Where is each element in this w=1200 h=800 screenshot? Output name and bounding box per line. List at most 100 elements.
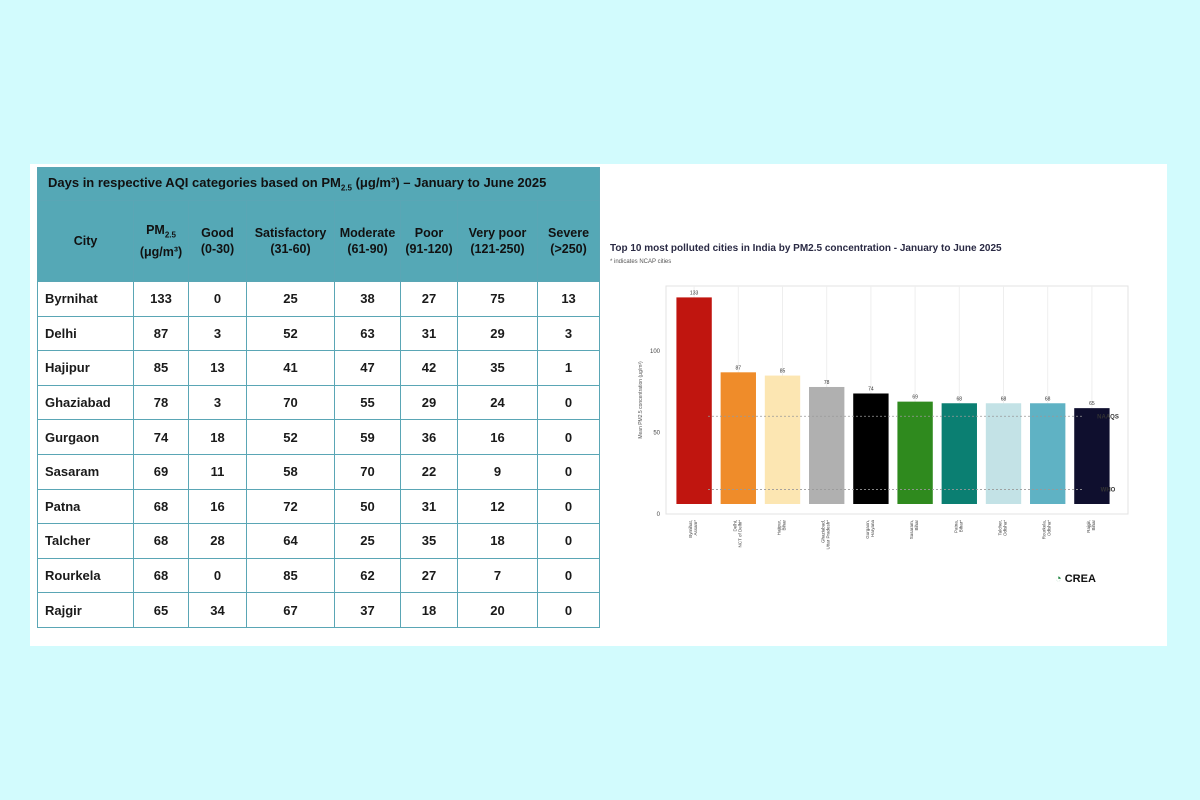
value-cell: 20: [457, 592, 538, 628]
y-axis-label: Mean PM2.5 concentration (μg/m³): [638, 361, 644, 439]
bar-value-label: 69: [912, 395, 918, 401]
value-cell: 62: [334, 557, 401, 594]
value-cell: 31: [400, 488, 458, 525]
value-cell: 47: [334, 350, 401, 386]
city-cell: Talcher: [37, 523, 134, 559]
value-cell: 9: [457, 453, 538, 490]
city-cell: Hajipur: [37, 350, 134, 386]
value-cell: 29: [457, 315, 538, 352]
value-cell: 0: [536, 384, 601, 421]
value-cell: 18: [457, 523, 538, 559]
table-header-row: City PM2.5 (μg/m³) Good (0-30) Satisfactory (3…: [37, 200, 601, 282]
column-header: Very poor (121-250): [457, 200, 538, 282]
city-cell: Ghaziabad: [37, 384, 134, 421]
table-row: Rourkela 68 0 85 62 27 7 0: [37, 557, 601, 594]
value-cell: 27: [400, 557, 458, 594]
chart-note: * indicates NCAP cities: [610, 259, 672, 265]
bar: [1074, 408, 1110, 504]
column-header: Satisfactory (31-60): [246, 200, 335, 282]
value-cell: 37: [334, 592, 401, 628]
crea-logo: ◔ CREA: [1055, 573, 1096, 585]
value-cell: 52: [246, 315, 335, 352]
value-cell: 68: [133, 523, 189, 559]
city-cell: Byrnihat: [37, 281, 134, 317]
value-cell: 34: [188, 592, 247, 628]
city-cell: Sasaram: [37, 453, 134, 490]
value-cell: 3: [188, 315, 247, 352]
x-category-label: Ghaziabad,Uttar Pradesh*: [821, 520, 831, 550]
reference-line-label: NAAQS: [1097, 414, 1119, 420]
column-header: Severe (>250): [536, 200, 601, 282]
bar-value-label: 133: [690, 290, 699, 296]
value-cell: 12: [457, 488, 538, 525]
bar-value-label: 78: [824, 380, 830, 386]
pm25-bar-chart: Mean PM2.5 concentration (μg/m³) 0 50 100 13…: [638, 285, 1129, 550]
column-header: Good (0-30): [188, 200, 247, 282]
value-cell: 55: [334, 384, 401, 421]
x-category-label: Talcher,Odisha*: [998, 520, 1008, 536]
value-cell: 74: [133, 419, 189, 455]
table-row: Sasaram 69 11 58 70 22 9 0: [37, 453, 601, 490]
value-cell: 133: [133, 281, 189, 317]
city-cell: Rajgir: [37, 592, 134, 628]
value-cell: 22: [400, 453, 458, 490]
x-category-label: Delhi,NCT of Delhi*: [732, 520, 742, 548]
column-header: Moderate (61-90): [334, 200, 401, 282]
value-cell: 41: [246, 350, 335, 386]
value-cell: 38: [334, 281, 401, 317]
value-cell: 25: [334, 523, 401, 559]
value-cell: 69: [133, 453, 189, 490]
value-cell: 64: [246, 523, 335, 559]
value-cell: 68: [133, 488, 189, 525]
city-cell: Gurgaon: [37, 419, 134, 455]
plot-frame: [665, 285, 1129, 515]
value-cell: 24: [457, 384, 538, 421]
x-category-label: Patna,Bihar*: [953, 520, 963, 533]
x-category-label: Rajgir,Bihar: [1086, 520, 1096, 533]
value-cell: 27: [400, 281, 458, 317]
bar: [897, 401, 933, 504]
value-cell: 0: [536, 557, 601, 594]
table-row: Patna 68 16 72 50 31 12 0: [37, 488, 601, 525]
value-cell: 85: [246, 557, 335, 594]
value-cell: 18: [188, 419, 247, 455]
bar: [941, 403, 977, 504]
value-cell: 85: [133, 350, 189, 386]
aqi-days-table: Days in respective AQI categories based …: [36, 167, 601, 628]
bar-value-label: 74: [868, 386, 874, 392]
bar: [676, 297, 712, 504]
table-body: Byrnihat 133 0 25 38 27 75 13 Delhi 87 3 52 63 31 29 3 H…: [37, 281, 601, 628]
x-category-label: Gurgaon,Haryana: [865, 520, 875, 539]
aqi-days-table-container: Days in respective AQI categories based …: [36, 167, 601, 628]
value-cell: 35: [400, 523, 458, 559]
value-cell: 58: [246, 453, 335, 490]
table-row: Rajgir 65 34 67 37 18 20 0: [37, 592, 601, 628]
value-cell: 70: [246, 384, 335, 421]
value-cell: 52: [246, 419, 335, 455]
value-cell: 68: [133, 557, 189, 594]
value-cell: 11: [188, 453, 247, 490]
value-cell: 13: [188, 350, 247, 386]
city-cell: Rourkela: [37, 557, 134, 594]
y-tick-label: 100: [650, 349, 661, 355]
value-cell: 75: [457, 281, 538, 317]
x-category-label: Hajipur,Bihar: [777, 520, 787, 536]
y-tick-label: 0: [657, 512, 661, 518]
value-cell: 25: [246, 281, 335, 317]
bar: [985, 403, 1022, 504]
value-cell: 50: [334, 488, 401, 525]
value-cell: 78: [133, 384, 189, 421]
table-row: Delhi 87 3 52 63 31 29 3: [37, 315, 601, 352]
value-cell: 31: [400, 315, 458, 352]
value-cell: 42: [400, 350, 458, 386]
value-cell: 1: [536, 350, 601, 386]
bar: [720, 372, 756, 504]
value-cell: 28: [188, 523, 247, 559]
x-category-label: Sasaram,Bihar: [909, 520, 919, 540]
value-cell: 7: [457, 557, 538, 594]
value-cell: 0: [188, 557, 247, 594]
value-cell: 67: [246, 592, 335, 628]
reference-line-label: WHO: [1101, 488, 1116, 494]
bar-value-label: 68: [1045, 396, 1051, 402]
bar-value-label: 68: [1001, 396, 1007, 402]
